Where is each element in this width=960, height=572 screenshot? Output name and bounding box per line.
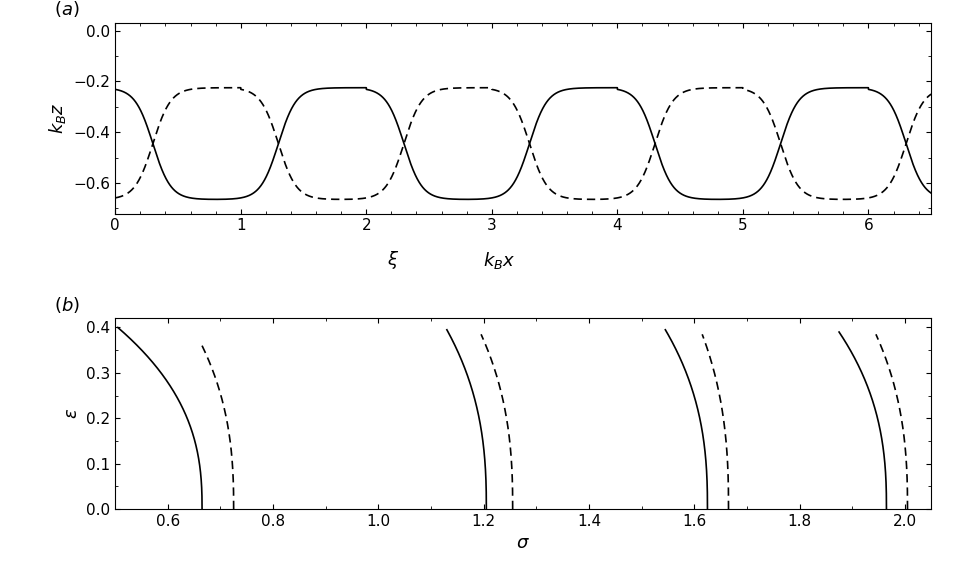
Text: $(b)$: $(b)$ bbox=[54, 295, 80, 315]
X-axis label: $\sigma$: $\sigma$ bbox=[516, 534, 530, 553]
Text: $(a)$: $(a)$ bbox=[54, 0, 80, 19]
Y-axis label: $\epsilon$: $\epsilon$ bbox=[62, 408, 81, 419]
Text: $k_B x$: $k_B x$ bbox=[483, 250, 516, 271]
Y-axis label: $k_B z$: $k_B z$ bbox=[47, 102, 68, 134]
Text: $\xi$: $\xi$ bbox=[388, 249, 399, 271]
